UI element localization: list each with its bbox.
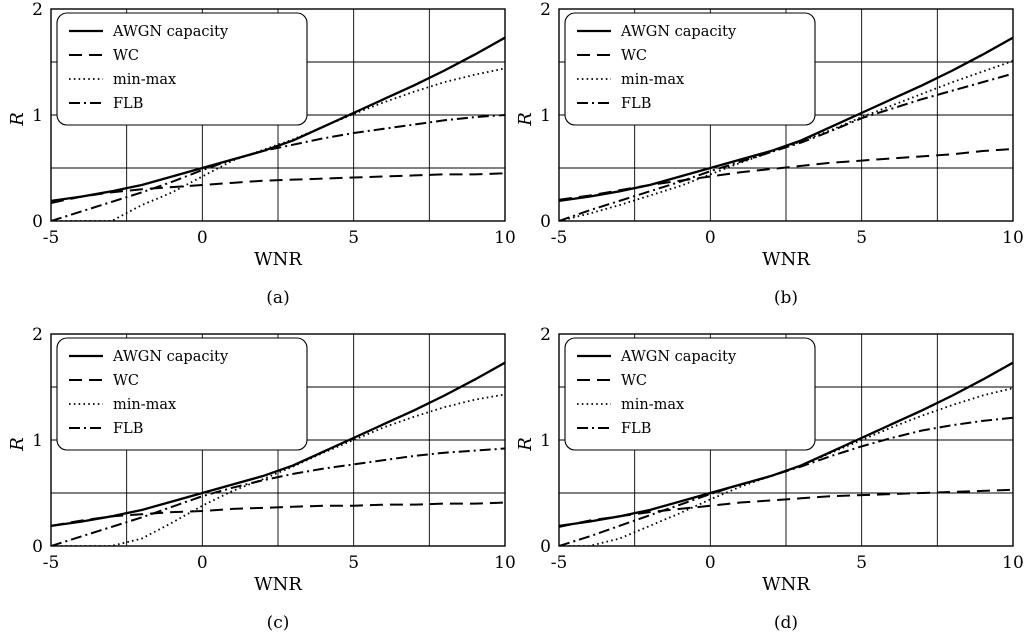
y-axis-label: R <box>7 437 28 452</box>
y-axis-label: R <box>7 112 28 127</box>
legend-label: WC <box>113 373 139 389</box>
y-axis-label: R <box>515 437 536 452</box>
x-axis-label: WNR <box>762 574 810 595</box>
series-line-min-max <box>51 67 505 221</box>
y-tick-label: 2 <box>32 0 43 20</box>
y-tick-label: 2 <box>32 325 43 345</box>
y-tick-label: 1 <box>540 431 551 451</box>
legend-label: FLB <box>113 421 143 437</box>
panel-caption: (c) <box>267 613 290 633</box>
x-tick-label: 5 <box>348 228 359 248</box>
y-tick-label: 2 <box>540 325 551 345</box>
legend: AWGN capacity WC min-max FLB <box>564 12 816 126</box>
x-tick-label: -5 <box>551 228 568 248</box>
x-tick-label: -5 <box>551 553 568 573</box>
x-axis-label: WNR <box>254 249 302 270</box>
y-tick-label: 0 <box>32 537 43 557</box>
series-line-flb <box>51 114 505 221</box>
panel-caption: (d) <box>774 613 798 633</box>
legend-box <box>564 12 816 126</box>
legend-box <box>564 337 816 451</box>
x-tick-label: 0 <box>705 228 716 248</box>
legend-label: min-max <box>621 72 684 88</box>
legend-label: AWGN capacity <box>620 349 737 365</box>
series-line-wc <box>51 501 505 527</box>
series-line-wc <box>559 147 1013 201</box>
series-line-awgn-capacity <box>51 36 505 202</box>
legend-label: WC <box>621 48 647 64</box>
y-tick-label: 1 <box>540 106 551 126</box>
series-line-wc <box>559 488 1013 528</box>
x-tick-label: 0 <box>197 228 208 248</box>
legend: AWGN capacity WC min-max FLB <box>56 337 308 451</box>
legend-label: min-max <box>621 397 684 413</box>
plot-frame <box>50 8 506 222</box>
series-line-awgn-capacity <box>51 361 505 527</box>
panel-caption: (a) <box>266 288 289 308</box>
x-axis-label: WNR <box>762 249 810 270</box>
legend-label: WC <box>621 373 647 389</box>
x-tick-label: 10 <box>494 553 516 573</box>
x-tick-label: 10 <box>1002 553 1024 573</box>
y-tick-label: 2 <box>540 0 551 20</box>
panel-caption: (b) <box>774 288 798 308</box>
series-line-wc <box>51 172 505 204</box>
y-tick-label: 1 <box>32 431 43 451</box>
x-tick-label: 0 <box>197 553 208 573</box>
legend-label: FLB <box>621 96 651 112</box>
y-tick-label: 0 <box>540 212 551 232</box>
y-axis-label: R <box>515 112 536 127</box>
legend-label: min-max <box>113 397 176 413</box>
legend-label: AWGN capacity <box>112 349 229 365</box>
x-tick-label: 5 <box>856 228 867 248</box>
x-tick-label: -5 <box>43 553 60 573</box>
legend-label: FLB <box>621 421 651 437</box>
x-axis-label: WNR <box>254 574 302 595</box>
legend-label: WC <box>113 48 139 64</box>
x-tick-label: 5 <box>856 553 867 573</box>
y-tick-label: 0 <box>32 212 43 232</box>
legend-box <box>56 12 308 126</box>
y-tick-label: 1 <box>32 106 43 126</box>
y-tick-label: 0 <box>540 537 551 557</box>
legend-label: AWGN capacity <box>620 24 737 40</box>
x-tick-label: 0 <box>705 553 716 573</box>
series-line-awgn-capacity <box>559 36 1013 202</box>
legend-label: min-max <box>113 72 176 88</box>
plot-frame <box>558 8 1014 222</box>
x-tick-label: 10 <box>1002 228 1024 248</box>
series-line-flb <box>51 447 505 546</box>
legend-box <box>56 337 308 451</box>
legend-label: AWGN capacity <box>112 24 229 40</box>
legend: AWGN capacity WC min-max FLB <box>564 337 816 451</box>
plot-frame <box>558 333 1014 547</box>
x-tick-label: -5 <box>43 228 60 248</box>
plot-frame <box>50 333 506 547</box>
legend-label: FLB <box>113 96 143 112</box>
series-line-flb <box>559 416 1013 546</box>
x-tick-label: 5 <box>348 553 359 573</box>
series-line-flb <box>559 72 1013 221</box>
legend: AWGN capacity WC min-max FLB <box>56 12 308 126</box>
x-tick-label: 10 <box>494 228 516 248</box>
